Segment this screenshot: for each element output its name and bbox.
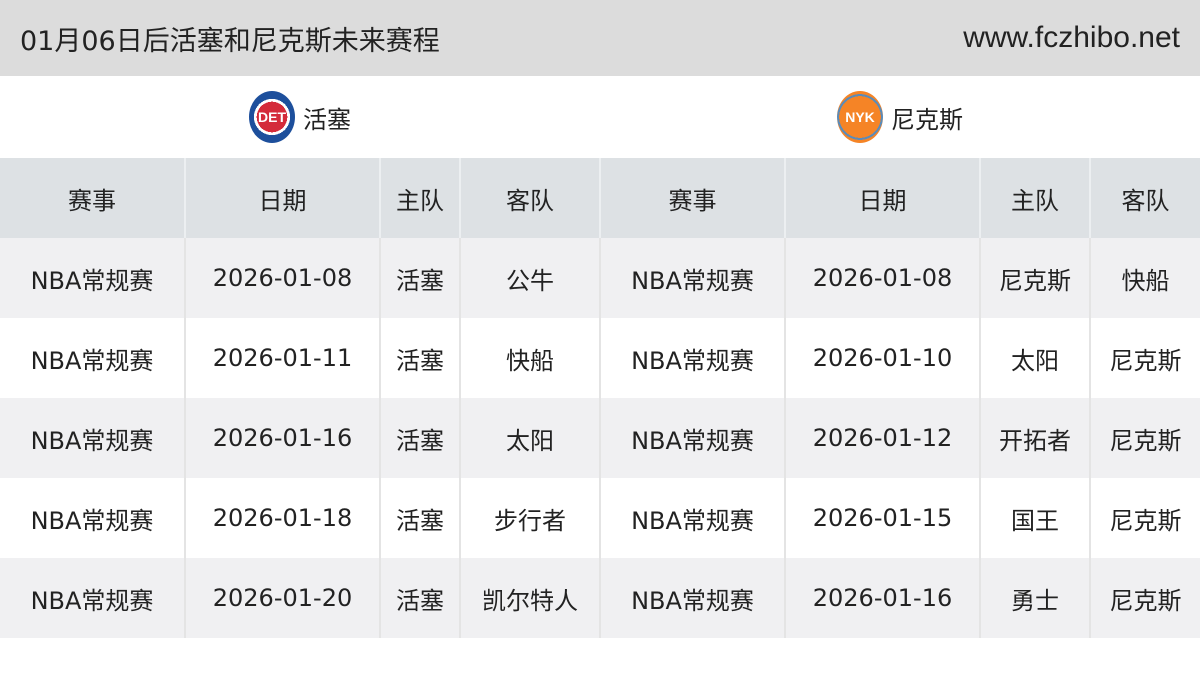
knicks-logo-icon: NYK [837, 91, 883, 143]
table-cell: NBA常规赛 [600, 398, 786, 478]
table-row: NBA常规赛 2026-01-08 活塞 公牛 NBA常规赛 2026-01-08 尼克斯快… [0, 238, 1200, 318]
site-url[interactable]: www.fczhibo.net [963, 21, 1180, 54]
table-cell: 活塞 [380, 478, 461, 558]
title-bar: 01月06日后活塞和尼克斯未来赛程 www.fczhibo.net [0, 0, 1200, 76]
table-cell: 2026-01-10 [785, 318, 981, 398]
table-cell: NBA常规赛 [600, 478, 786, 558]
table-cell: 尼克斯 [1090, 558, 1200, 638]
table-cell: NBA常规赛 [0, 398, 186, 478]
table-cell: 尼克斯 [1090, 398, 1200, 478]
column-header: 赛事 [0, 158, 186, 238]
page-title: 01月06日后活塞和尼克斯未来赛程 [20, 25, 440, 57]
table-cell: 太阳 [460, 398, 601, 478]
table-cell: 公牛 [460, 238, 601, 318]
table-cell: NBA常规赛 [0, 238, 186, 318]
team-name: 尼克斯 [891, 105, 963, 134]
table-cell: NBA常规赛 [600, 558, 786, 638]
table-cell: 2026-01-08 [185, 238, 381, 318]
table-cell: 2026-01-15 [785, 478, 981, 558]
table-cell: NBA常规赛 [600, 238, 786, 318]
table-cell: 快船 [1090, 238, 1200, 318]
table-cell: NBA常规赛 [0, 558, 186, 638]
column-header: 客队 [1090, 158, 1200, 238]
table-cell: 尼克斯 [1109, 506, 1182, 535]
table-cell: 2026-01-11 [185, 318, 381, 398]
table-cell: 2026-01-16 [785, 558, 981, 638]
team-knicks: NYK 尼克斯 [600, 78, 1200, 156]
table-cell: 开拓者 [980, 398, 1091, 478]
table-row: NBA常规赛 2026-01-20 活塞 凯尔特人 NBA常规赛 2026-01-16 勇士… [0, 558, 1200, 638]
table-row: NBA常规赛 2026-01-16 活塞 太阳 NBA常规赛 2026-01-12 开拓者尼… [0, 398, 1200, 478]
column-header: 日期 [185, 158, 381, 238]
schedule-table: 赛事 日期 主队 客队 赛事 日期 主队 客队 NBA常规赛 2026-01-08 活塞 公牛 NBA… [0, 158, 1200, 638]
table-cell: 2026-01-16 [185, 398, 381, 478]
table-cell: 国王 [980, 478, 1091, 558]
table-cell: 2026-01-18 [185, 478, 381, 558]
column-header: 日期 [785, 158, 981, 238]
table-cell: 太阳 [980, 318, 1091, 398]
table-cell: 尼克斯 [980, 238, 1091, 318]
table-cell: 凯尔特人 [460, 558, 601, 638]
table-cell: 活塞 [380, 318, 461, 398]
table-cell: 活塞 [380, 558, 461, 638]
table-cell: 勇士 [980, 558, 1091, 638]
table-header: 赛事 日期 主队 客队 赛事 日期 主队 客队 [0, 158, 1200, 238]
column-header: 赛事 [600, 158, 786, 238]
table-row: NBA常规赛 2026-01-18 活塞 步行者 NBA常规赛 2026-01-15 国王尼… [0, 478, 1200, 558]
pistons-logo-icon: DET [249, 91, 295, 143]
column-header: 主队 [980, 158, 1091, 238]
table-cell: 尼克斯 [1109, 346, 1182, 375]
table-cell: 2026-01-12 [785, 398, 981, 478]
table-cell: 2026-01-20 [185, 558, 381, 638]
table-cell: 活塞 [380, 398, 461, 478]
table-cell: NBA常规赛 [600, 318, 786, 398]
column-header: 客队 [460, 158, 601, 238]
table-row: NBA常规赛 2026-01-11 活塞 快船 NBA常规赛 2026-01-10 太阳 尼克… [0, 318, 1200, 398]
team-name: 活塞 [303, 105, 351, 134]
table-cell: 2026-01-08 [785, 238, 981, 318]
table-cell: 快船 [460, 318, 601, 398]
table-cell: NBA常规赛 [0, 318, 186, 398]
table-cell: 活塞 [380, 238, 461, 318]
team-header: DET 活塞 NYK 尼克斯 [0, 78, 1200, 156]
team-pistons: DET 活塞 [0, 78, 600, 156]
table-cell: 步行者 [460, 478, 601, 558]
table-cell: NBA常规赛 [0, 478, 186, 558]
column-header: 主队 [380, 158, 461, 238]
